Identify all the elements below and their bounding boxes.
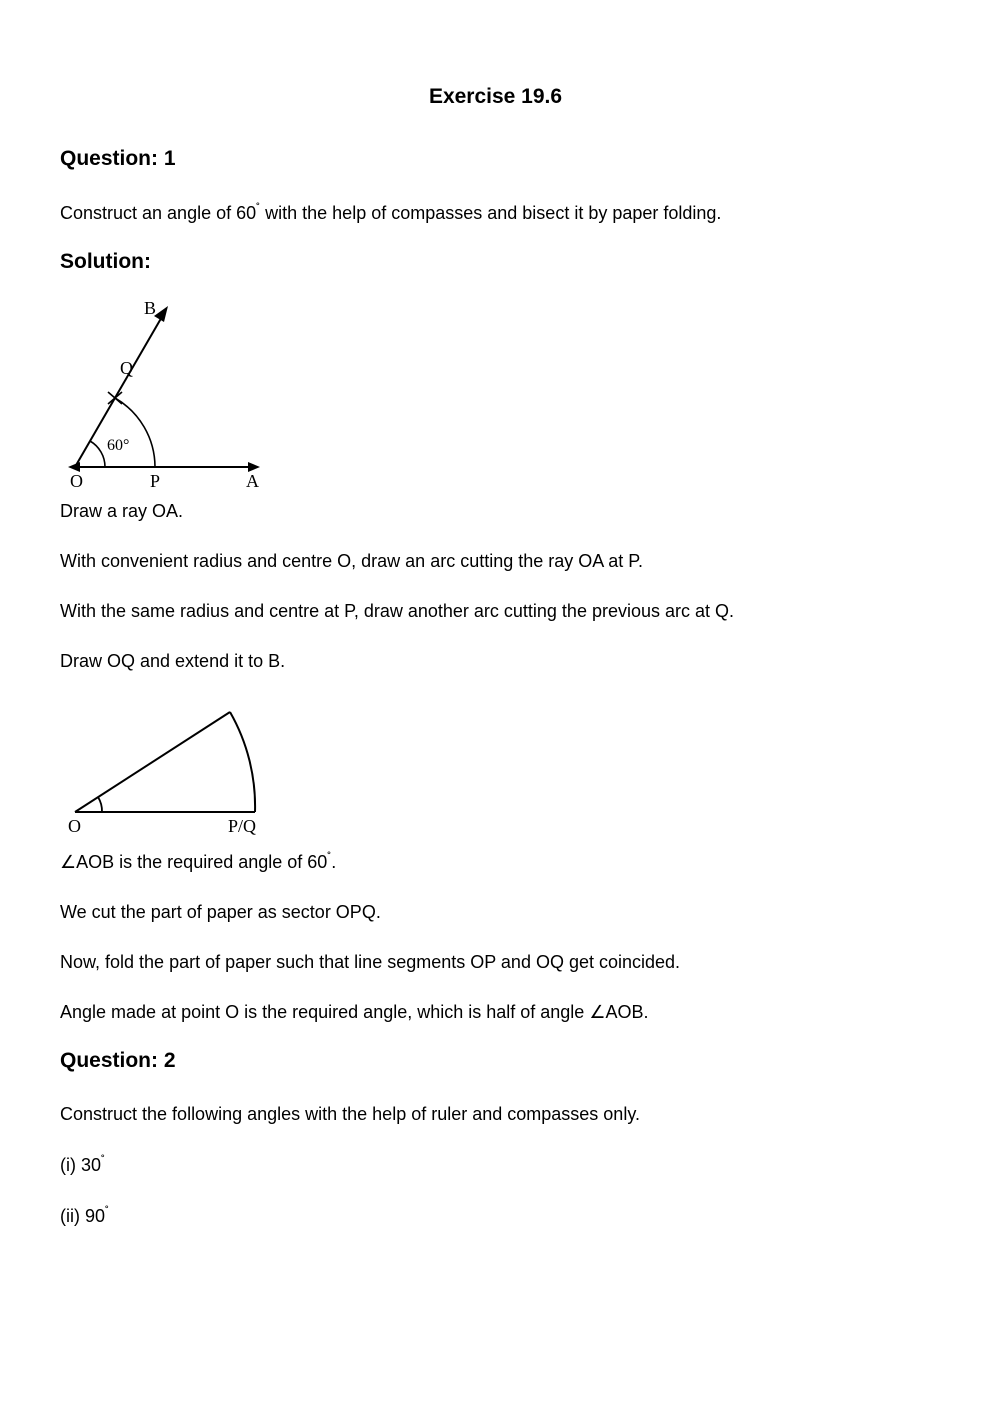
q1-prompt-post: with the help of compasses and bisect it…: [260, 203, 721, 223]
question-2-heading: Question: 2: [60, 1049, 931, 1073]
q2-item2-degree: ˚: [105, 1204, 109, 1218]
q1-step2: With convenient radius and centre O, dra…: [60, 548, 931, 576]
q2-item1-degree: ˚: [101, 1153, 105, 1167]
q1-step5: ∠AOB is the required angle of 60˚.: [60, 848, 931, 877]
label-A: A: [246, 471, 259, 491]
figure-2-sector: O P/Q: [60, 697, 931, 842]
label-O2: O: [68, 816, 81, 836]
q1-step5-pre: ∠AOB is the required angle of 60: [60, 852, 327, 872]
q2-item1: (i) 30˚: [60, 1151, 931, 1180]
label-O: O: [70, 471, 83, 491]
q2-item1-pre: (i) 30: [60, 1155, 101, 1175]
solution-heading: Solution:: [60, 250, 931, 274]
question-1-prompt: Construct an angle of 60˚ with the help …: [60, 199, 931, 228]
q1-step5-post: .: [331, 852, 336, 872]
q1-prompt-pre: Construct an angle of 60: [60, 203, 256, 223]
q1-step4: Draw OQ and extend it to B.: [60, 648, 931, 676]
q1-step6: We cut the part of paper as sector OPQ.: [60, 899, 931, 927]
label-B: B: [144, 298, 156, 318]
q1-step7: Now, fold the part of paper such that li…: [60, 949, 931, 977]
figure-1-angle-60: O P A B Q 60°: [60, 292, 931, 492]
label-Q: Q: [120, 358, 133, 378]
q2-item2-pre: (ii) 90: [60, 1206, 105, 1226]
label-P: P: [150, 471, 160, 491]
q2-item2: (ii) 90˚: [60, 1202, 931, 1231]
q1-step1: Draw a ray OA.: [60, 498, 931, 526]
label-60deg: 60°: [107, 437, 129, 454]
question-2-prompt: Construct the following angles with the …: [60, 1101, 931, 1129]
q1-step8: Angle made at point O is the required an…: [60, 999, 931, 1027]
q1-step3: With the same radius and centre at P, dr…: [60, 598, 931, 626]
label-PQ: P/Q: [228, 816, 256, 836]
question-1-heading: Question: 1: [60, 147, 931, 171]
exercise-title: Exercise 19.6: [60, 85, 931, 109]
